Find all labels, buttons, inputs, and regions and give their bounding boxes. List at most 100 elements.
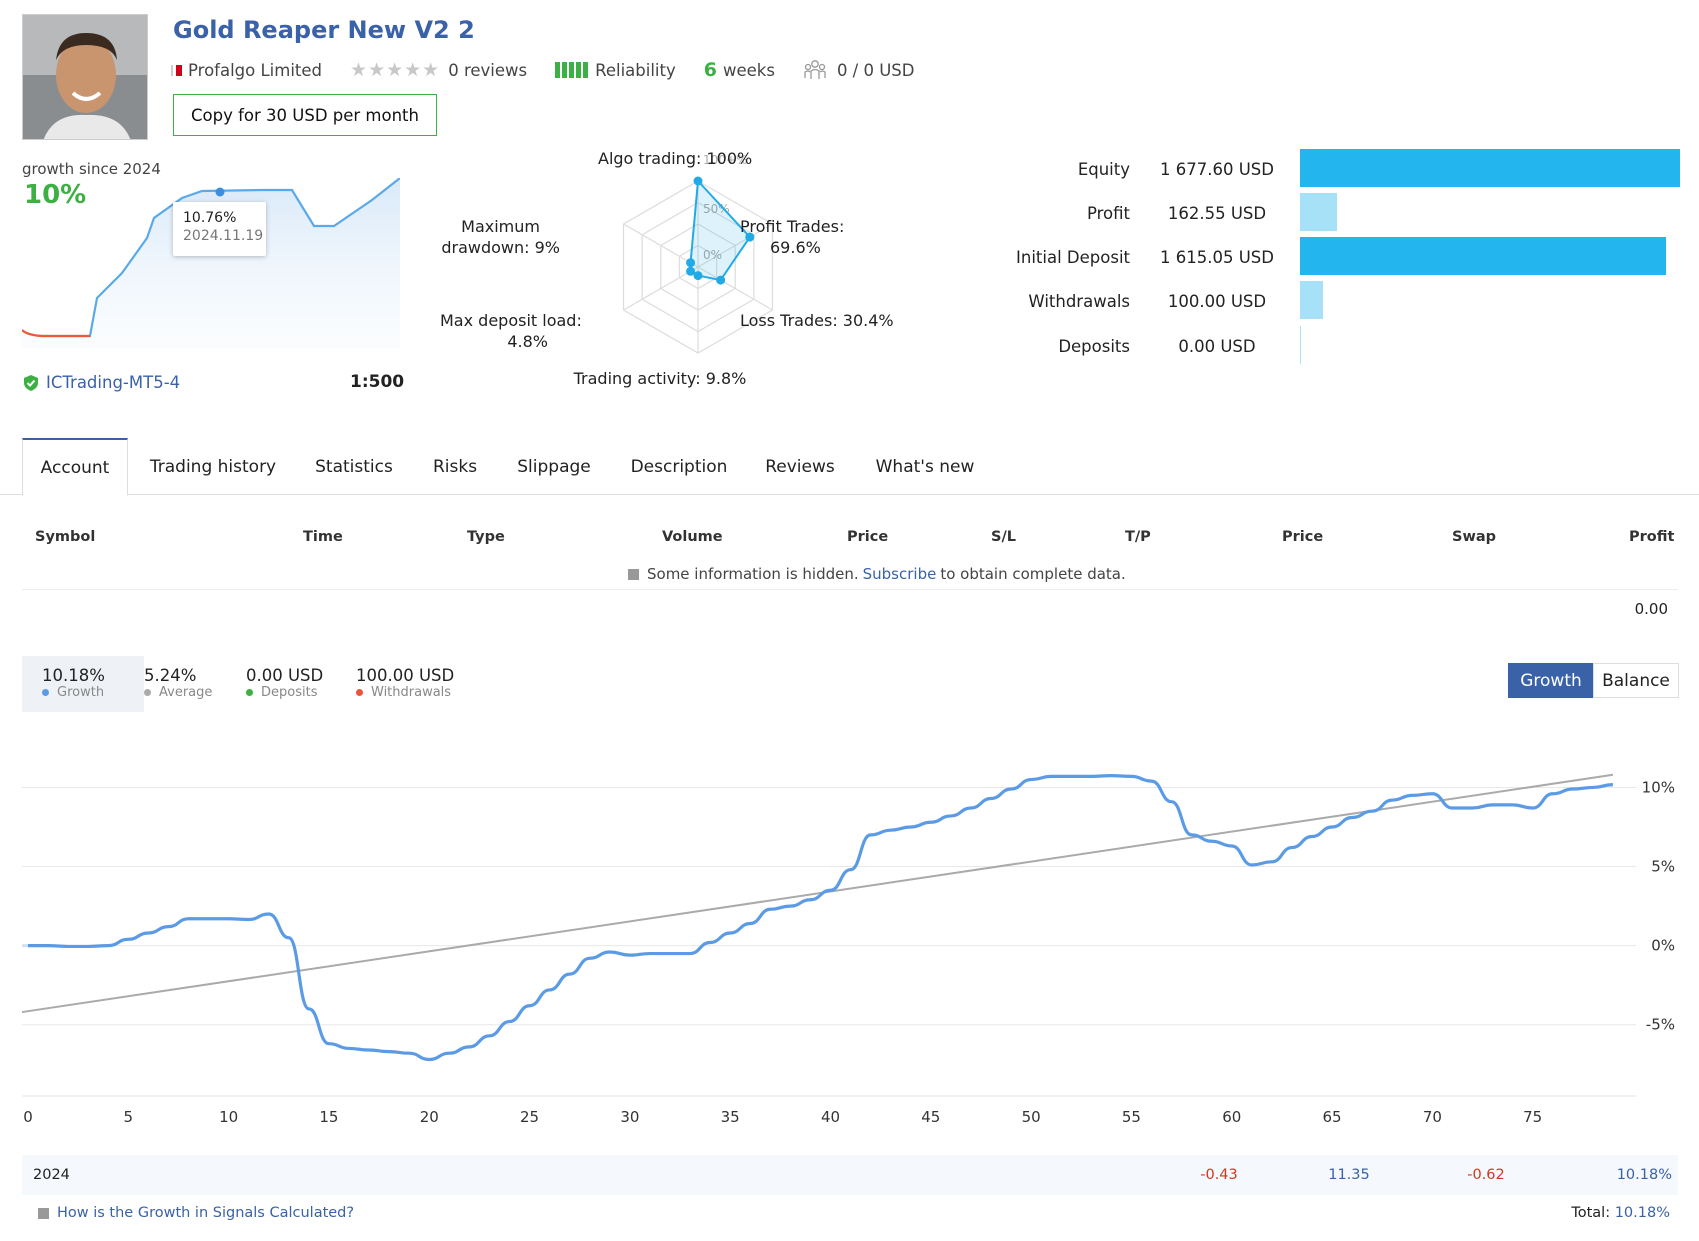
x-tick-label: 65 (1323, 1108, 1342, 1126)
x-tick-label: 55 (1122, 1108, 1141, 1126)
copy-subscribe-button[interactable]: Copy for 30 USD per month (173, 94, 437, 136)
growth-since-value: 10% (24, 180, 87, 210)
stat-value: 100.00 USD (1167, 292, 1267, 311)
radar-label-algo: Algo trading: 100% (598, 149, 753, 168)
verified-shield-icon (24, 374, 38, 391)
subscribe-link[interactable]: Subscribe (862, 565, 937, 583)
broker-server[interactable]: ICTrading-MT5-4 (22, 373, 180, 392)
balance-toggle-button[interactable]: Balance (1593, 663, 1679, 698)
subscribers-value: 0 / 0 USD (836, 60, 915, 80)
rating-stars-icon: ★★★★★ (350, 59, 441, 81)
hidden-info-notice: Some information is hidden. Subscribe to… (628, 565, 1126, 583)
tooltip-value: 10.76% (183, 210, 237, 226)
tab-account[interactable]: Account (22, 438, 128, 496)
tab-risks[interactable]: Risks (432, 456, 478, 477)
growth-toggle-button[interactable]: Growth (1508, 663, 1594, 698)
month-label: Jul (845, 1139, 863, 1140)
mini-chart-tooltip: 10.76% 2024.11.19 (173, 202, 266, 256)
summary-value: 5.24% (144, 666, 197, 685)
leverage-value: 1:500 (350, 372, 405, 392)
year-return-total: 10.18% (1616, 1167, 1672, 1183)
radar-svg: 100+% 50% 0% (622, 153, 774, 354)
legend-dot-icon (246, 689, 253, 696)
subscribers-icon (804, 60, 826, 79)
help-icon (38, 1207, 49, 1219)
author-avatar[interactable] (22, 14, 148, 140)
stat-bar (1300, 281, 1323, 319)
summary-label-text: Average (159, 685, 213, 700)
radar-axis (697, 266, 773, 311)
stat-value: 1 677.60 USD (1160, 160, 1274, 179)
summary-deposits: 0.00 USD Deposits (226, 656, 356, 712)
table-total-profit: 0.00 (1634, 600, 1668, 618)
column-header: Time (303, 529, 343, 545)
radar-point (693, 271, 703, 281)
x-tick-label: 45 (921, 1108, 940, 1126)
tab-description[interactable]: Description (630, 456, 728, 477)
month-label: Oct (1216, 1139, 1241, 1140)
author-group[interactable]: Profalgo Limited (173, 61, 322, 80)
tab-reviews[interactable]: Reviews (765, 456, 835, 477)
x-tick-label: 40 (821, 1108, 840, 1126)
column-header: Profit (1629, 529, 1675, 545)
mini-growth-chart[interactable] (22, 178, 400, 348)
tabs-bar: Account Trading history Statistics Risks Sli… (0, 438, 1699, 496)
summary-growth[interactable]: 10.18% Growth (22, 656, 144, 712)
x-tick-label: 70 (1423, 1108, 1442, 1126)
x-tick-label: 20 (420, 1108, 439, 1126)
column-header: Symbol (35, 529, 96, 545)
x-tick-label: 25 (520, 1108, 539, 1126)
radar-ring-label: 100+% (703, 153, 747, 167)
stat-value: 1 615.05 USD (1160, 248, 1274, 267)
table-separator (22, 589, 1678, 590)
tab-what-s-new[interactable]: What's new (875, 456, 975, 477)
growth-calc-help-link[interactable]: How is the Growth in Signals Calculated? (38, 1205, 354, 1221)
info-icon (628, 568, 639, 580)
column-header: Type (467, 529, 505, 545)
x-tick-label: 50 (1022, 1108, 1041, 1126)
radar-chart: 100+% 50% 0% Algo trading: 100% Profit Tra… (440, 140, 980, 410)
radar-label-drawdown: Maximum drawdown: 9% (441, 217, 560, 257)
hidden-info-text-2: to obtain complete data. (940, 565, 1126, 583)
radar-axis (697, 223, 773, 268)
rating-group[interactable]: ★★★★★ 0 reviews (350, 59, 527, 81)
legend-dot-icon (356, 689, 363, 696)
stat-value: 162.55 USD (1167, 204, 1267, 223)
radar-point (745, 232, 755, 242)
month-label: Jan (223, 1139, 246, 1140)
month-return-dec: -0.62 (1467, 1167, 1505, 1183)
signal-title[interactable]: Gold Reaper New V2 2 (173, 16, 475, 44)
radar-label-profit-trades: Profit Trades: 69.6% (740, 217, 845, 257)
tab-slippage[interactable]: Slippage (517, 456, 591, 477)
x-tick-label: 75 (1523, 1108, 1542, 1126)
tab-trading-history[interactable]: Trading history (149, 456, 277, 477)
growth-calc-help-text[interactable]: How is the Growth in Signals Calculated? (57, 1205, 355, 1221)
summary-label: Growth (42, 685, 124, 700)
weeks-group: 6 weeks (704, 59, 775, 81)
radar-axis (623, 266, 699, 311)
month-label: Mar (428, 1139, 455, 1140)
chart-grid (22, 786, 1636, 1097)
month-label: Aug (947, 1139, 974, 1140)
summary-value: 100.00 USD (356, 666, 455, 685)
radar-grid (622, 180, 774, 354)
flag-icon (173, 64, 182, 76)
tooltip-date: 2024.11.19 (183, 228, 264, 244)
stat-bar (1300, 149, 1680, 187)
average-trend-line (21, 773, 1614, 1014)
hidden-info-text: Some information is hidden. (647, 565, 859, 583)
reliability-group: Reliability (555, 61, 676, 80)
summary-value: 0.00 USD (246, 666, 324, 685)
y-tick-label: -5% (1646, 1016, 1675, 1034)
tab-statistics[interactable]: Statistics (315, 456, 393, 477)
month-label: Feb (329, 1139, 354, 1140)
summary-label: Deposits (246, 685, 336, 700)
stat-label: Withdrawals (1028, 292, 1130, 311)
x-tick-label: 60 (1222, 1108, 1241, 1126)
column-header: Swap (1452, 529, 1497, 545)
author-name[interactable]: Profalgo Limited (188, 60, 323, 80)
server-name[interactable]: ICTrading-MT5-4 (46, 373, 181, 392)
growth-chart[interactable]: 10% 5% 0% -5% 0 5 10 15 20 25 30 35 40 45 50 55 60 65 70 75… (0, 720, 1699, 1140)
reviews-count[interactable]: 0 reviews (448, 60, 528, 80)
radar-point (686, 258, 696, 268)
